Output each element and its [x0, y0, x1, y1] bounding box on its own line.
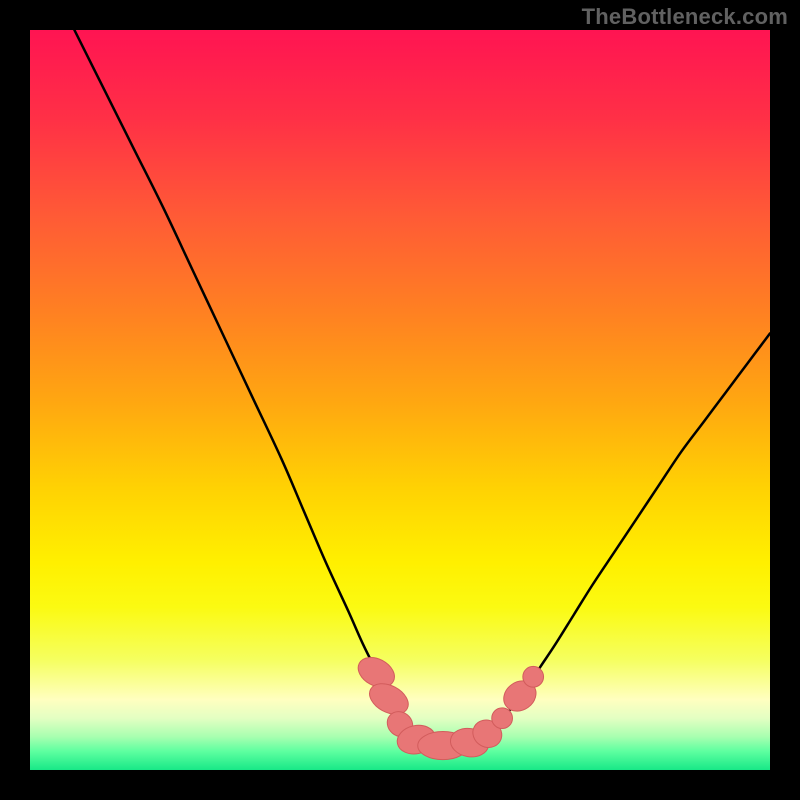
plot-background: [30, 30, 770, 770]
curve-marker: [492, 708, 513, 729]
chart-container: TheBottleneck.com: [0, 0, 800, 800]
curve-marker: [523, 666, 544, 687]
attribution-text: TheBottleneck.com: [582, 4, 788, 30]
chart-svg: [0, 0, 800, 800]
